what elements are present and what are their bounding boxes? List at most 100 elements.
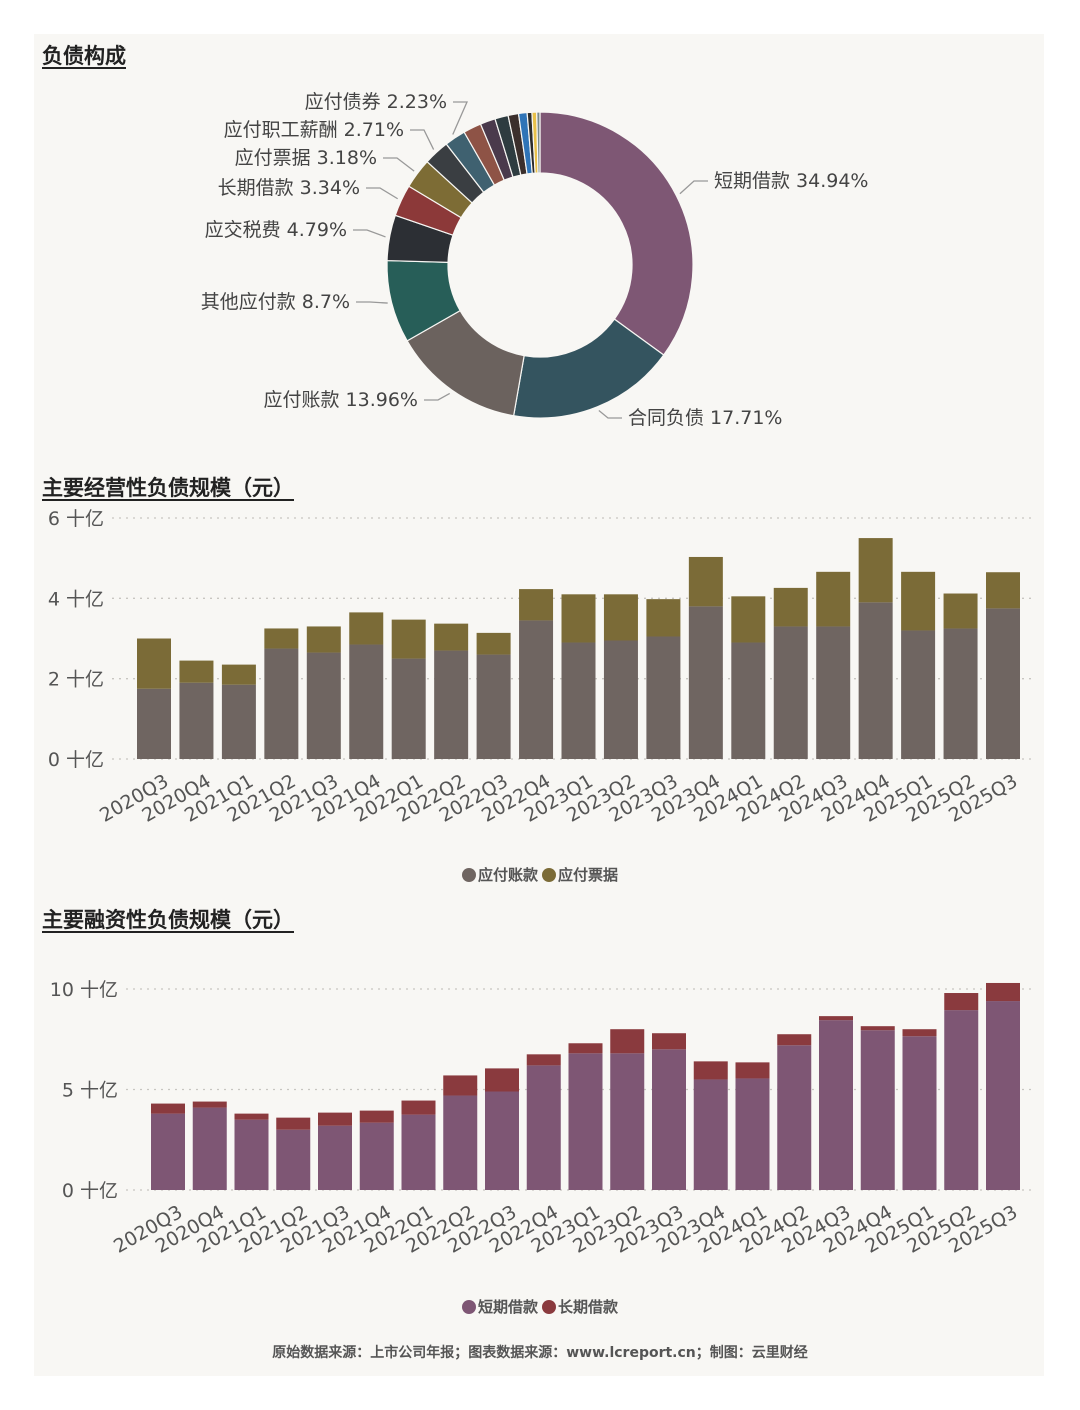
pie-slice-label: 其他应付款 8.7% bbox=[201, 291, 350, 313]
financing-section-title: 主要融资性负债规模（元） bbox=[42, 908, 294, 932]
bar-segment bbox=[777, 1045, 812, 1190]
pie-leader-line bbox=[410, 129, 435, 150]
y-tick-label: 5 十亿 bbox=[62, 1080, 118, 1102]
liability-composition-donut-chart: 短期借款 34.94% 合同负债 17.71% 应付账款 13.96% 其他应付款 8… bbox=[201, 91, 869, 429]
bar-segment bbox=[306, 652, 341, 759]
legend-swatch bbox=[542, 1300, 556, 1314]
bar-segment bbox=[443, 1075, 478, 1096]
bar-segment bbox=[902, 1029, 937, 1037]
legend-item: 应付票据 bbox=[542, 864, 618, 885]
pie-leader-line bbox=[679, 180, 708, 195]
pie-leader-line bbox=[452, 101, 468, 135]
bar-segment bbox=[234, 1119, 269, 1190]
bar-segment bbox=[401, 1114, 436, 1190]
bar-segment bbox=[179, 682, 214, 759]
bar-segment bbox=[443, 1095, 478, 1190]
bar-segment bbox=[349, 644, 384, 759]
legend-label: 应付票据 bbox=[558, 866, 619, 884]
bar-segment bbox=[819, 1020, 853, 1190]
y-tick-label: 6 十亿 bbox=[48, 508, 104, 530]
bar-segment bbox=[735, 1062, 770, 1079]
bar-segment bbox=[773, 626, 808, 759]
pie-leader-line bbox=[424, 392, 451, 401]
bar-segment bbox=[151, 1103, 185, 1114]
legend-label: 短期借款 bbox=[477, 1298, 538, 1316]
pie-slice-label: 长期借款 3.34% bbox=[218, 177, 360, 199]
pie-slice bbox=[536, 111, 541, 174]
legend-item: 应付账款 bbox=[461, 864, 538, 885]
bar-segment bbox=[816, 626, 851, 759]
bar-segment bbox=[561, 594, 596, 643]
bar-segment bbox=[192, 1107, 227, 1190]
bar-segment bbox=[485, 1091, 519, 1190]
bar-segment bbox=[526, 1065, 561, 1190]
bar-segment bbox=[943, 628, 978, 759]
bar-segment bbox=[318, 1112, 352, 1126]
bar-segment bbox=[476, 632, 511, 655]
legend-swatch bbox=[542, 868, 556, 882]
bar-segment bbox=[943, 593, 978, 629]
bar-segment bbox=[693, 1079, 728, 1190]
bar-segment bbox=[902, 1036, 937, 1190]
y-tick-label: 2 十亿 bbox=[48, 669, 104, 691]
bar-segment bbox=[568, 1043, 603, 1054]
bar-segment bbox=[986, 982, 1020, 1002]
bar-segment bbox=[652, 1049, 686, 1190]
bar-segment bbox=[944, 1010, 979, 1190]
y-tick-label: 0 十亿 bbox=[48, 749, 104, 771]
bar-segment bbox=[652, 1033, 686, 1050]
pie-slice-label: 应付账款 13.96% bbox=[264, 389, 419, 411]
bar-segment bbox=[777, 1034, 812, 1046]
bar-segment bbox=[137, 688, 171, 759]
bar-segment bbox=[264, 628, 299, 649]
bar-segment bbox=[306, 626, 341, 653]
bar-segment bbox=[276, 1129, 311, 1190]
bar-segment bbox=[221, 684, 256, 759]
operating-section-title: 主要经营性负债规模（元） bbox=[42, 476, 294, 500]
bar-segment bbox=[860, 1026, 895, 1031]
bar-segment bbox=[391, 619, 426, 659]
bar-segment bbox=[986, 1001, 1020, 1190]
pie-slice-label: 应付票据 3.18% bbox=[235, 147, 377, 169]
bar-segment bbox=[603, 640, 638, 759]
bar-segment bbox=[401, 1100, 436, 1115]
bar-segment bbox=[944, 993, 979, 1011]
bar-segment bbox=[986, 608, 1020, 759]
bar-segment bbox=[264, 648, 299, 759]
bar-segment bbox=[526, 1054, 561, 1066]
y-tick-label: 0 十亿 bbox=[62, 1180, 118, 1202]
pie-slice bbox=[539, 111, 694, 356]
bar-segment bbox=[901, 630, 936, 759]
bar-segment bbox=[434, 623, 469, 651]
pie-slice-label: 合同负债 17.71% bbox=[628, 407, 783, 429]
bar-segment bbox=[610, 1053, 645, 1190]
bar-segment bbox=[434, 650, 469, 759]
bar-segment bbox=[179, 660, 214, 683]
bar-segment bbox=[688, 556, 723, 607]
bar-segment bbox=[276, 1117, 311, 1130]
bar-segment bbox=[476, 654, 511, 759]
pie-leader-line bbox=[356, 301, 388, 304]
legend-item: 短期借款 bbox=[461, 1296, 538, 1317]
pie-leader-line bbox=[366, 187, 399, 200]
bar-segment bbox=[858, 538, 893, 603]
data-source-footer: 原始数据来源：上市公司年报；图表数据来源：www.lcreport.cn；制图：… bbox=[272, 1345, 808, 1361]
bar-segment bbox=[359, 1110, 394, 1123]
pie-leader-line bbox=[383, 157, 415, 172]
bar-segment bbox=[731, 596, 766, 643]
bar-segment bbox=[192, 1101, 227, 1108]
bar-segment bbox=[485, 1068, 519, 1092]
bar-segment bbox=[391, 658, 426, 759]
bar-segment bbox=[349, 612, 384, 645]
bar-segment bbox=[568, 1053, 603, 1190]
pie-slice-label: 短期借款 34.94% bbox=[714, 170, 869, 192]
legend-swatch bbox=[461, 1300, 476, 1314]
y-tick-label: 10 十亿 bbox=[50, 979, 118, 1001]
legend-item: 长期借款 bbox=[542, 1296, 618, 1317]
bar-segment bbox=[318, 1125, 352, 1190]
legend-label: 长期借款 bbox=[558, 1298, 619, 1316]
bar-segment bbox=[137, 638, 171, 689]
bar-segment bbox=[735, 1078, 770, 1190]
bar-segment bbox=[221, 664, 256, 685]
